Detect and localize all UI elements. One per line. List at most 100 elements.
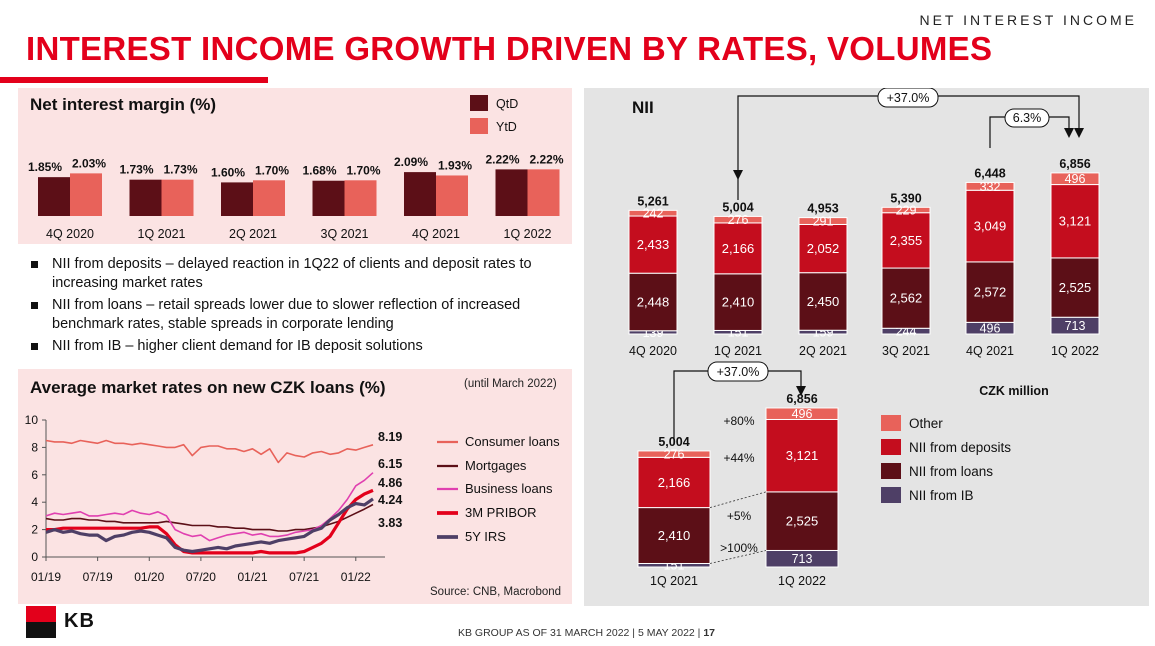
nii-segment-nii-from-loans bbox=[628, 272, 678, 332]
nii-legend-label: NII from loans bbox=[909, 464, 993, 479]
nim-label-ytd: 2.03% bbox=[72, 156, 106, 170]
nim-label-ytd: 1.73% bbox=[164, 163, 198, 177]
y-tick-label: 2 bbox=[31, 523, 38, 537]
nim-label-qtd: 1.68% bbox=[303, 164, 337, 178]
nim-label-qtd: 1.73% bbox=[120, 163, 154, 177]
nii-title: NII bbox=[632, 98, 654, 117]
arrow-head bbox=[1064, 128, 1074, 138]
nii-total-label: 6,856 bbox=[1059, 157, 1090, 171]
nii-segment-other bbox=[765, 407, 839, 420]
nim-bar-qtd bbox=[38, 177, 70, 216]
nim-chart: QtD YtD 1.85% 2.03% 4Q 2020 1.73% 1.73% 1Q 2021… bbox=[28, 95, 564, 241]
nim-panel: Net interest margin (%) QtD YtD 1.85% 2.03%… bbox=[18, 88, 572, 244]
nii-segment-other bbox=[628, 209, 678, 217]
nii-segment-label: 2,166 bbox=[658, 475, 691, 490]
nim-bar-ytd bbox=[344, 180, 377, 216]
nii-legend-swatch bbox=[881, 487, 901, 503]
nii-segment-label: 332 bbox=[980, 180, 1001, 194]
nii-category-label: 2Q 2021 bbox=[799, 344, 847, 358]
legend-label: 3M PRIBOR bbox=[465, 505, 537, 520]
nim-title: Net interest margin (%) bbox=[30, 95, 217, 114]
nii-segment-label: 229 bbox=[896, 204, 917, 218]
change-label: +5% bbox=[727, 509, 752, 523]
nim-bar-ytd bbox=[436, 175, 468, 216]
nii-segment-label: 2,450 bbox=[807, 294, 840, 309]
nii-segment-label: 2,525 bbox=[786, 514, 819, 529]
x-tick-label: 01/19 bbox=[31, 570, 61, 584]
nim-bar-qtd bbox=[312, 180, 345, 216]
nii-legend-swatch bbox=[881, 439, 901, 455]
nii-category-label: 1Q 2022 bbox=[1051, 344, 1099, 358]
nii-segment-label: 713 bbox=[1065, 319, 1086, 333]
nii-segment-nii-from-deposits bbox=[713, 222, 763, 275]
y-tick-label: 8 bbox=[31, 440, 38, 454]
rates-panel: Average market rates on new CZK loans (%… bbox=[18, 369, 572, 604]
x-tick-label: 01/20 bbox=[134, 570, 164, 584]
nii-segment-label: 276 bbox=[664, 448, 685, 462]
nim-category-label: 2Q 2021 bbox=[229, 227, 277, 241]
nii-legend-label: NII from IB bbox=[909, 488, 974, 503]
bullet-item: NII from loans – retail spreads lower du… bbox=[28, 296, 573, 334]
nii-segment-label: 2,052 bbox=[807, 241, 840, 256]
y-tick-label: 6 bbox=[31, 468, 38, 482]
nii-panel: NII 139 2,448 2,433 242 5,261 4Q 2020 151 2,410… bbox=[584, 88, 1149, 606]
nii-total-label: 5,261 bbox=[637, 194, 668, 208]
nii-category-label: 1Q 2021 bbox=[714, 344, 762, 358]
footer-date: 5 MAY 2022 bbox=[637, 627, 695, 639]
legend-label: Consumer loans bbox=[465, 434, 560, 449]
nii-total-label: 6,448 bbox=[974, 166, 1005, 180]
nii-segment-label: 2,562 bbox=[890, 291, 923, 306]
nim-label-ytd: 2.22% bbox=[530, 152, 564, 166]
nii-segment-nii-from-deposits bbox=[765, 418, 839, 493]
nim-bar-qtd bbox=[404, 172, 436, 216]
change-label: +80% bbox=[723, 414, 754, 428]
nii-segment-label: 2,448 bbox=[637, 294, 670, 309]
footer: KB GROUP AS OF 31 MARCH 2022 | 5 MAY 202… bbox=[458, 627, 716, 639]
nim-label-ytd: 1.70% bbox=[255, 163, 289, 177]
nii-category-label: 1Q 2022 bbox=[778, 574, 826, 588]
nii-segment-label: 3,121 bbox=[786, 448, 819, 463]
bullet-item: NII from IB – higher client demand for I… bbox=[28, 337, 573, 356]
nii-segment-nii-from-deposits bbox=[628, 215, 678, 274]
nim-category-label: 4Q 2020 bbox=[46, 227, 94, 241]
growth-badge-bottom-label: +37.0% bbox=[717, 365, 760, 379]
nim-category-label: 1Q 2022 bbox=[504, 227, 552, 241]
nii-segment-nii-from-deposits bbox=[637, 456, 711, 509]
nii-segment-nii-from-deposits bbox=[965, 189, 1015, 263]
rates-source: Source: CNB, Macrobond bbox=[430, 586, 562, 598]
nim-bar-qtd bbox=[221, 182, 253, 216]
change-label: +44% bbox=[723, 451, 754, 465]
legend-label: Mortgages bbox=[465, 458, 527, 473]
rates-note: (until March 2022) bbox=[464, 378, 557, 390]
nim-bar-ytd bbox=[253, 180, 285, 216]
nim-label-ytd: 1.93% bbox=[438, 158, 472, 172]
nii-segment-other bbox=[1050, 172, 1100, 186]
arrow-head bbox=[796, 386, 806, 396]
page-number: 17 bbox=[703, 627, 716, 639]
end-value-label: 8.19 bbox=[378, 430, 402, 444]
end-value-label: 4.24 bbox=[378, 493, 402, 507]
nim-label-qtd: 1.85% bbox=[28, 160, 62, 174]
line-business-loans bbox=[45, 472, 374, 542]
nim-category-label: 1Q 2021 bbox=[138, 227, 186, 241]
nii-segment-nii-from-deposits bbox=[1050, 184, 1100, 259]
nii-segment-label: 3,049 bbox=[974, 219, 1007, 234]
nii-segment-label: 713 bbox=[792, 552, 813, 566]
nii-segment-label: 496 bbox=[1065, 172, 1086, 186]
nii-segment-label: 2,166 bbox=[722, 241, 755, 256]
nii-segment-other bbox=[713, 215, 763, 224]
y-tick-label: 0 bbox=[31, 550, 38, 564]
nii-total-label: 4,953 bbox=[807, 202, 838, 216]
nim-bar-ytd bbox=[161, 179, 194, 216]
nii-segment-label: 2,410 bbox=[658, 528, 691, 543]
nim-label-qtd: 2.09% bbox=[394, 155, 428, 169]
legend-label: 5Y IRS bbox=[465, 529, 506, 544]
qoq-badge-label: 6.3% bbox=[1013, 111, 1042, 125]
nii-segment-label: 2,433 bbox=[637, 237, 670, 252]
section-label: NET INTEREST INCOME bbox=[919, 12, 1137, 28]
growth-badge-label: +37.0% bbox=[887, 91, 930, 105]
y-tick-label: 10 bbox=[25, 413, 39, 427]
x-tick-label: 07/20 bbox=[186, 570, 216, 584]
nii-legend-label: Other bbox=[909, 416, 943, 431]
